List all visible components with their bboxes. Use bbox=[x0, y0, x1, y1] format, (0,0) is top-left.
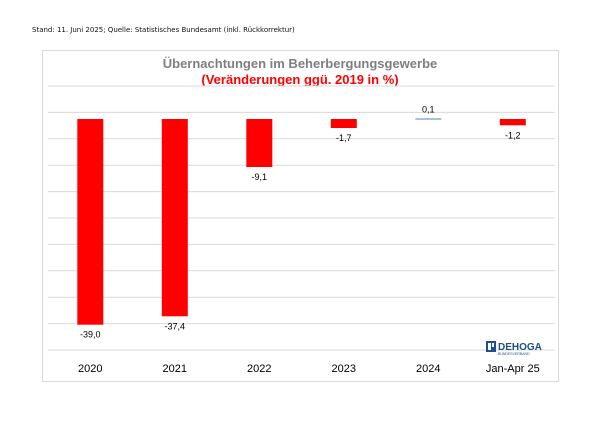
x-tick-label: 2023 bbox=[332, 363, 356, 375]
dehoga-logo: DEHOGA BUNDESVERBAND bbox=[486, 340, 550, 356]
value-labels: -39,0 -37,4 -9,1 -1,7 0,1 -1,2 bbox=[80, 105, 521, 340]
bar-2020 bbox=[77, 119, 104, 325]
x-tick-label: 2021 bbox=[163, 363, 187, 375]
bar-2022 bbox=[246, 119, 273, 167]
value-label: -37,4 bbox=[165, 321, 186, 331]
bar-2024 bbox=[415, 118, 442, 120]
gridlines bbox=[48, 85, 555, 351]
x-axis-tick-labels: 2020 2021 2022 2023 2024 Jan-Apr 25 bbox=[78, 363, 540, 375]
svg-text:BUNDESVERBAND: BUNDESVERBAND bbox=[498, 352, 530, 356]
chart-frame bbox=[42, 50, 559, 382]
bar-2021 bbox=[161, 119, 188, 317]
x-tick-label: 2020 bbox=[78, 363, 102, 375]
x-tick-label: Jan-Apr 25 bbox=[486, 363, 540, 375]
value-label: 0,1 bbox=[422, 105, 435, 115]
svg-text:DEHOGA: DEHOGA bbox=[498, 342, 542, 353]
bars bbox=[77, 118, 526, 325]
value-label: -1,2 bbox=[505, 130, 521, 140]
bar-jan-apr-25 bbox=[499, 119, 526, 126]
dehoga-logo-icon: DEHOGA BUNDESVERBAND bbox=[486, 341, 542, 356]
source-note: Stand: 11. Juni 2025; Quelle: Statistisc… bbox=[32, 26, 295, 34]
x-tick-label: 2022 bbox=[247, 363, 271, 375]
chart-title: Übernachtungen im Beherbergungsgewerbe bbox=[163, 56, 438, 71]
x-tick-label: 2024 bbox=[416, 363, 440, 375]
chart-subtitle: (Veränderungen ggü. 2019 in %) bbox=[201, 72, 398, 87]
value-label: -1,7 bbox=[336, 133, 352, 143]
value-label: -9,1 bbox=[252, 172, 268, 182]
value-label: -39,0 bbox=[80, 330, 101, 340]
bar-2023 bbox=[330, 119, 357, 128]
